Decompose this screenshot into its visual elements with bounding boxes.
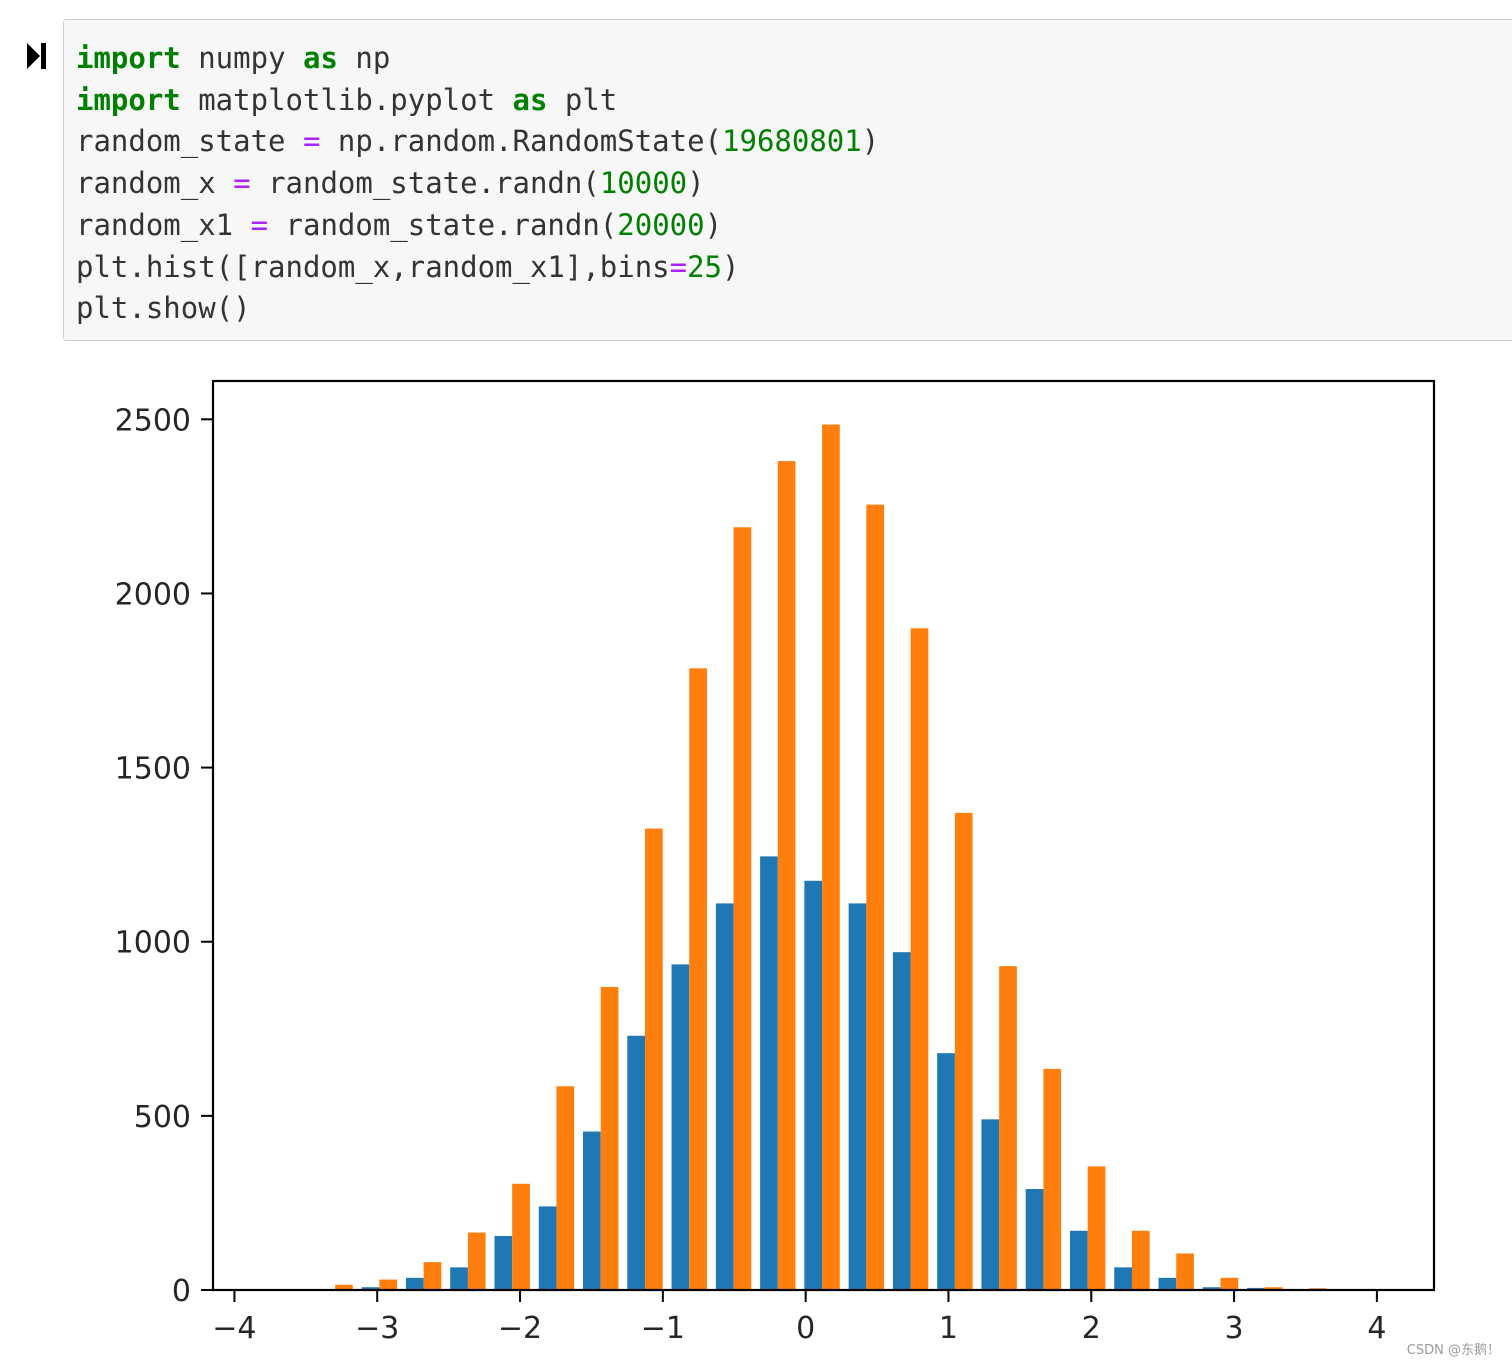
code-token: numpy	[180, 41, 303, 75]
code-token: np.random.RandomState(	[320, 124, 723, 159]
code-token: np	[337, 41, 391, 75]
code-line: random_state = np.random.RandomState(196…	[76, 121, 879, 163]
histogram-bar-series-2	[954, 812, 973, 1290]
histogram-bar-series-1	[892, 952, 911, 1290]
histogram-bar-series-2	[1131, 1230, 1150, 1290]
code-line: plt.show()	[76, 288, 879, 330]
y-tick-label: 1500	[115, 752, 191, 787]
histogram-bar-series-2	[1176, 1253, 1194, 1290]
histogram-bar-series-1	[671, 964, 690, 1290]
code-token: import	[76, 82, 181, 117]
histogram-bar-series-1	[538, 1206, 557, 1290]
code-token: =	[669, 249, 688, 284]
y-tick-label: 2500	[115, 403, 191, 438]
code-token: as	[302, 41, 338, 75]
histogram-bar-series-2	[1264, 1287, 1283, 1290]
y-tick-label: 0	[172, 1274, 191, 1309]
code-token: 19680801	[722, 124, 862, 159]
histogram-bar-series-1	[405, 1277, 424, 1290]
histogram-bar-series-1	[494, 1236, 513, 1290]
code-token: )	[687, 166, 705, 201]
histogram-bar-series-2	[910, 628, 929, 1290]
code-token: 25	[687, 249, 723, 284]
code-token: 20000	[617, 207, 705, 242]
histogram-bar-series-1	[450, 1267, 468, 1290]
code-token: plt.show()	[76, 291, 251, 326]
histogram-bar-series-2	[467, 1232, 486, 1290]
histogram-bar-series-2	[335, 1284, 353, 1290]
histogram-bar-series-1	[760, 856, 778, 1290]
x-tick-label: 1	[939, 1311, 958, 1346]
code-token: random_x	[76, 166, 234, 201]
code-token: )	[704, 207, 723, 242]
code-token: =	[250, 207, 269, 242]
x-tick-label: 2	[1082, 1311, 1101, 1346]
x-tick-label: −3	[355, 1311, 399, 1346]
x-tick-label: 3	[1225, 1311, 1244, 1346]
code-token: as	[512, 82, 548, 117]
histogram-bar-series-1	[1202, 1287, 1221, 1290]
histogram-bar-series-2	[999, 966, 1017, 1290]
code-token: random_state.randn(	[268, 207, 618, 242]
code-token: matplotlib.pyplot	[180, 82, 513, 117]
histogram-bar-series-2	[1087, 1166, 1106, 1290]
watermark: CSDN @东鹅！	[1406, 1343, 1500, 1358]
histogram-bar-series-2	[423, 1262, 442, 1290]
histogram-bar-series-1	[1114, 1267, 1132, 1290]
y-tick-label: 500	[134, 1100, 191, 1135]
code-token: random_x1	[76, 207, 251, 242]
code-token: )	[722, 249, 740, 284]
histogram-bar-series-2	[556, 1086, 575, 1290]
histogram-bar-series-2	[733, 527, 752, 1290]
histogram-bar-series-2	[600, 987, 619, 1290]
x-tick-label: 4	[1367, 1311, 1386, 1346]
code-token: random_state.randn(	[250, 166, 600, 201]
histogram-bar-series-2	[512, 1183, 530, 1290]
histogram-bar-series-2	[866, 504, 885, 1290]
histogram-bar-series-2	[379, 1279, 398, 1290]
code-token: =	[302, 124, 321, 159]
histogram-bar-series-2	[1220, 1277, 1239, 1290]
histogram-bar-series-2	[777, 461, 796, 1290]
histogram-bar-series-1	[361, 1287, 380, 1290]
code-token: )	[861, 124, 880, 159]
code-line: import numpy as np	[76, 38, 879, 80]
x-tick-label: −2	[498, 1311, 542, 1346]
histogram-bar-series-1	[1069, 1230, 1088, 1290]
code-editor[interactable]: import numpy as np import matplotlib.pypl…	[76, 38, 879, 330]
x-tick-label: 0	[796, 1311, 815, 1346]
code-token: 10000	[599, 166, 688, 201]
y-tick-label: 1000	[115, 926, 191, 961]
histogram-bar-series-1	[715, 903, 734, 1290]
run-cell-icon[interactable]	[24, 40, 50, 72]
code-cell-input[interactable]: import numpy as np import matplotlib.pypl…	[63, 19, 1512, 341]
code-line: plt.hist([random_x,random_x1],bins=25)	[76, 247, 879, 289]
histogram-bar-series-1	[804, 880, 823, 1290]
code-token: random_state	[76, 124, 303, 159]
histogram-bar-series-2	[822, 424, 840, 1290]
histogram-bar-series-1	[627, 1035, 645, 1290]
code-token: plt	[547, 82, 618, 117]
histogram-bar-series-1	[937, 1053, 955, 1290]
histogram-bar-series-2	[644, 828, 663, 1290]
histogram-bar-series-1	[1158, 1277, 1177, 1290]
histogram-bar-series-1	[848, 903, 867, 1290]
code-token: =	[233, 166, 251, 201]
code-line: random_x = random_state.randn(10000)	[76, 163, 879, 205]
code-token: import	[76, 41, 181, 75]
x-tick-label: −1	[641, 1311, 685, 1346]
histogram-bar-series-2	[689, 668, 707, 1290]
histogram-bar-series-1	[981, 1119, 1000, 1290]
histogram-bar-series-1	[583, 1131, 601, 1290]
y-tick-label: 2000	[115, 577, 191, 612]
code-token: plt.hist([random_x,random_x1],bins	[76, 249, 670, 284]
axes-frame	[211, 379, 1436, 1292]
code-line: random_x1 = random_state.randn(20000)	[76, 205, 879, 247]
histogram-bar-series-1	[1025, 1189, 1044, 1290]
x-tick-label: −4	[212, 1311, 256, 1346]
histogram-chart: −4 −3 −2 −1 0 1 2 3 4 0 500 1000 1500 2000 2500	[115, 379, 1436, 1346]
code-line: import matplotlib.pyplot as plt	[76, 80, 879, 122]
histogram-bar-series-2	[1043, 1068, 1062, 1290]
